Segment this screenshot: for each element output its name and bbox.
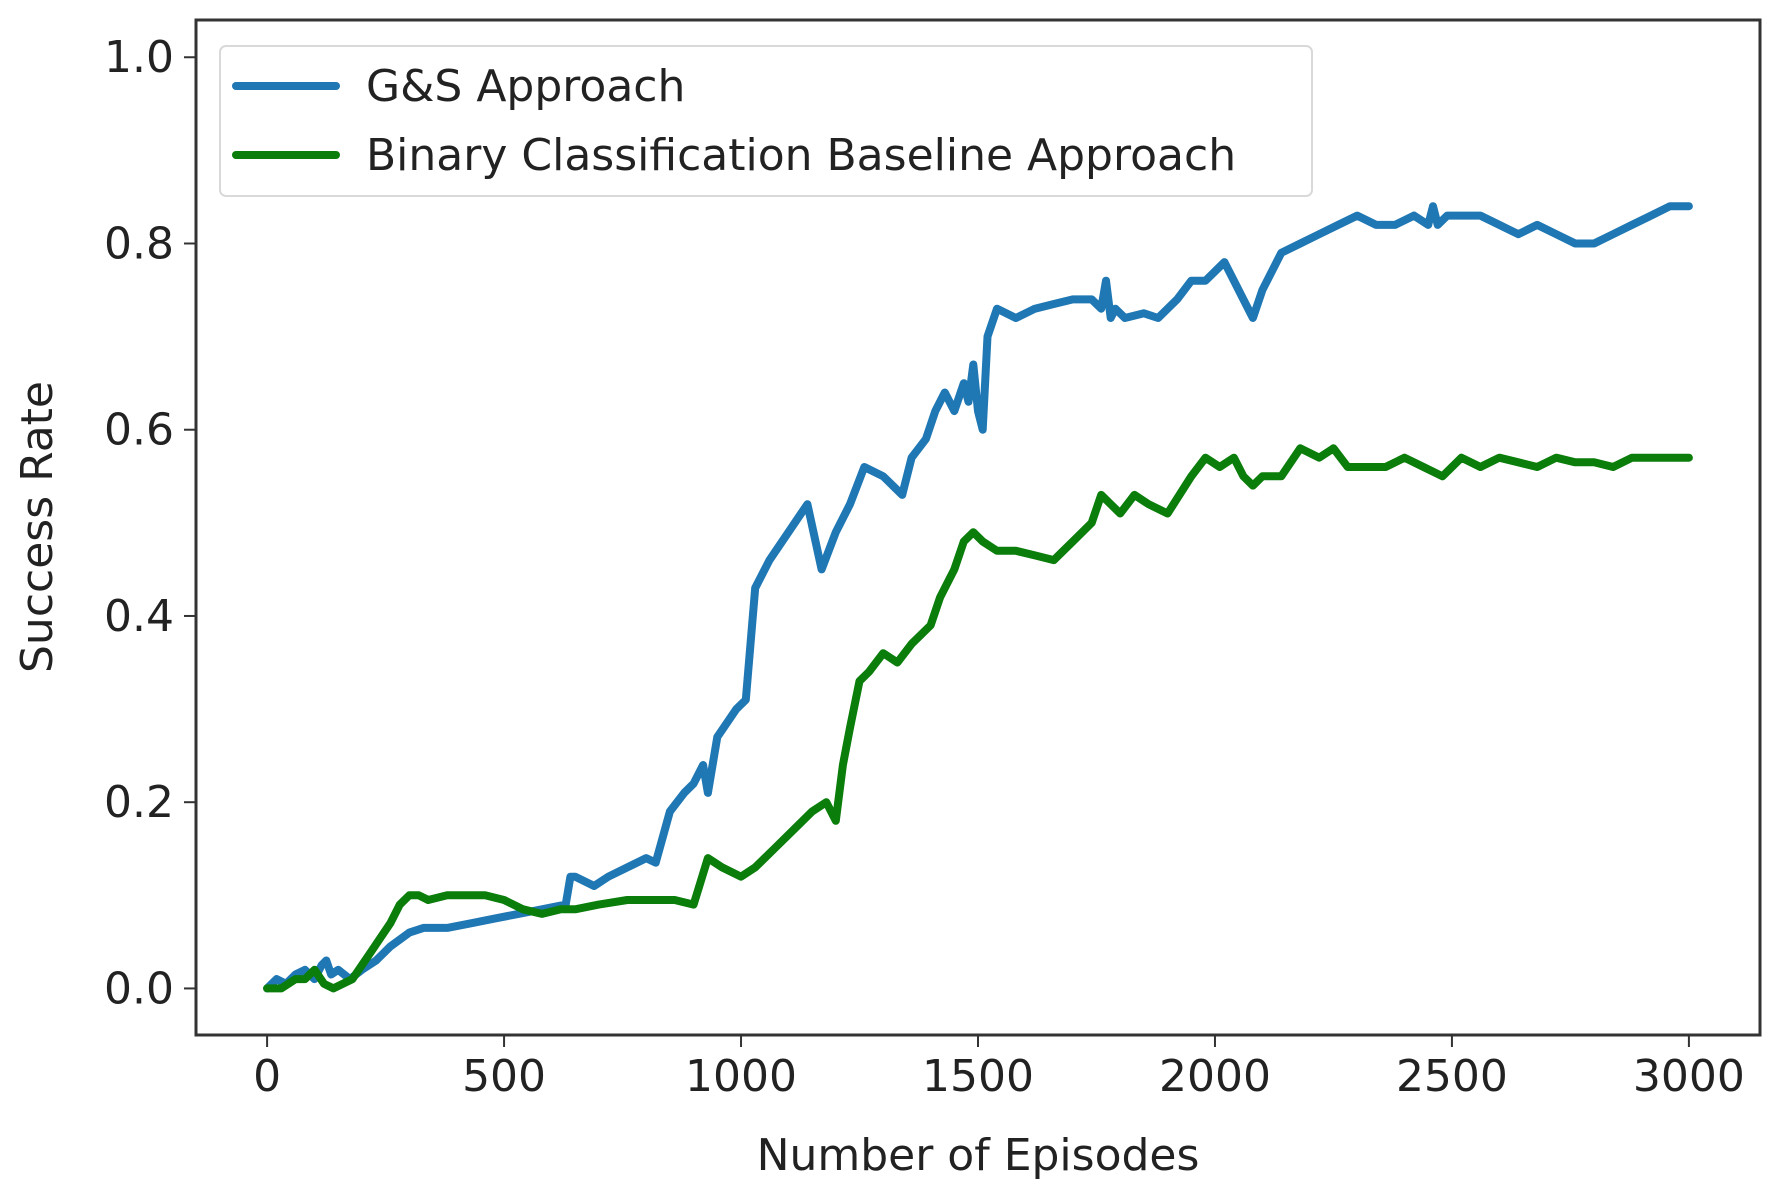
y-tick-label: 0.8	[104, 218, 174, 269]
x-tick-label: 1500	[922, 1051, 1034, 1102]
legend-box	[219, 45, 1313, 197]
legend: G&S Approach Binary Classification Basel…	[219, 45, 1313, 197]
x-tick-label: 2500	[1396, 1051, 1508, 1102]
x-tick-label: 2000	[1159, 1051, 1271, 1102]
x-tick-label: 0	[253, 1051, 281, 1102]
series-layer	[263, 202, 1693, 993]
x-tick-label: 3000	[1633, 1051, 1745, 1102]
legend-label-gs: G&S Approach	[366, 61, 685, 112]
y-tick-label: 0.6	[104, 405, 174, 456]
x-axis-title: Number of Episodes	[757, 1130, 1200, 1181]
y-tick-label: 0.4	[104, 591, 174, 642]
legend-label-baseline: Binary Classification Baseline Approach	[366, 130, 1236, 181]
series-line-baseline	[263, 444, 1693, 993]
x-axis: 0 500 1000 1500 2000 2500 3000	[253, 1035, 1745, 1102]
series-line-gs	[263, 202, 1693, 993]
y-axis-title: Success Rate	[12, 381, 63, 673]
x-tick-label: 1000	[685, 1051, 797, 1102]
y-tick-label: 1.0	[104, 32, 174, 83]
y-tick-label: 0.0	[104, 963, 174, 1014]
y-tick-label: 0.2	[104, 777, 174, 828]
y-axis: 0.0 0.2 0.4 0.6 0.8 1.0	[104, 32, 196, 1014]
x-tick-label: 500	[462, 1051, 546, 1102]
